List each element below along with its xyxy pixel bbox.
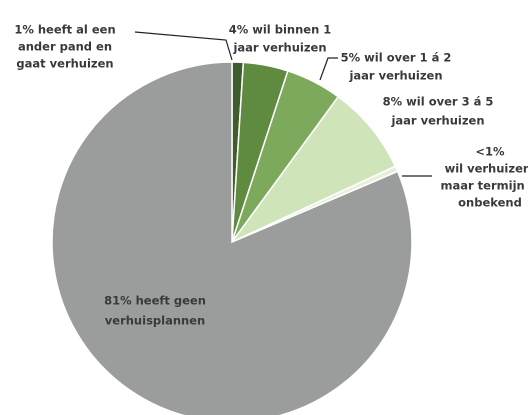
slice-label: verhuisplannen xyxy=(105,314,205,328)
pie-slice xyxy=(231,95,397,243)
pie-slice xyxy=(51,61,413,415)
slice-label: jaar verhuizen xyxy=(232,41,326,55)
slice-label: 4% wil binnen 1 xyxy=(229,23,332,37)
leader-line xyxy=(319,57,338,81)
slice-label: jaar verhuizen xyxy=(348,69,442,83)
slice-label: <1% xyxy=(475,145,505,159)
slice-label: 81% heeft geen xyxy=(104,294,206,308)
slice-label: 5% wil over 1 á 2 xyxy=(341,51,452,65)
slice-label: wil verhuizen, xyxy=(445,162,528,176)
slice-label: 1% heeft al een xyxy=(14,23,115,37)
slice-label: 8% wil over 3 á 5 xyxy=(383,95,494,109)
slice-label: maar termijn is xyxy=(441,179,528,193)
slice-label: onbekend xyxy=(458,196,522,210)
slice-label: gaat verhuizen xyxy=(16,57,113,71)
leader-line xyxy=(134,31,233,61)
slice-label: ander pand en xyxy=(18,40,112,54)
slice-label: jaar verhuizen xyxy=(390,114,484,128)
